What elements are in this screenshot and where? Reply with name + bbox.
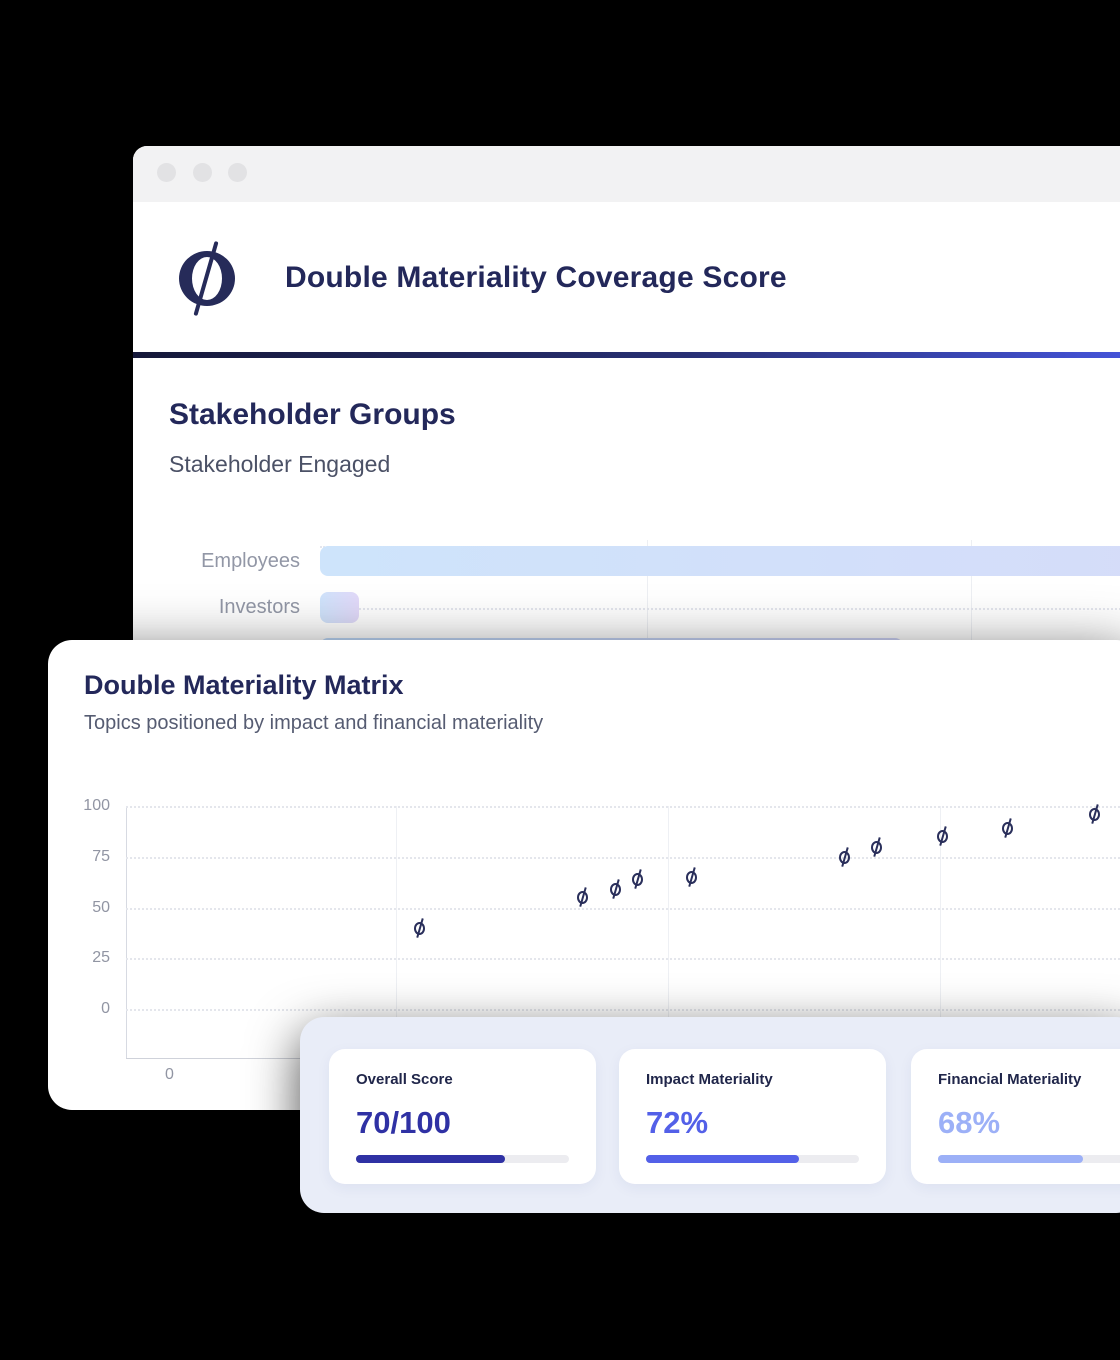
chart-gridline [126, 907, 1120, 910]
chart-gridline [971, 540, 972, 666]
y-axis-line [126, 806, 127, 1058]
progress-bar-track [646, 1155, 859, 1163]
scatter-point-o-slash-icon [1088, 804, 1101, 824]
chart-gridline [126, 958, 1120, 961]
bar [320, 546, 1120, 576]
scatter-point-o-slash-icon [838, 846, 851, 867]
scatter-point-o-slash-icon [1001, 818, 1014, 839]
scatter-point-o-slash-icon [631, 869, 644, 889]
chart-gridline [647, 540, 648, 666]
stat-value: 70/100 [356, 1105, 451, 1140]
chart-gridline [126, 806, 1120, 808]
y-tick-label: 75 [92, 847, 110, 865]
scatter-point-o-slash-icon [609, 879, 622, 900]
chart-gridline [320, 608, 1120, 610]
stat-value: 72% [646, 1105, 709, 1140]
stat-card: Impact Materiality 72% [619, 1049, 886, 1184]
progress-bar-track [938, 1155, 1120, 1163]
x-tick-label: 0 [165, 1066, 174, 1083]
chart-gridline [668, 806, 669, 1058]
stat-card: Overall Score 70/100 [329, 1049, 596, 1184]
scatter-point-o-slash-icon [576, 887, 589, 908]
y-tick-label: 25 [92, 949, 110, 967]
window-titlebar [133, 146, 1120, 202]
window-control-icon[interactable] [193, 163, 212, 182]
chart-gridline [126, 856, 1120, 859]
page-title: Double Materiality Coverage Score [285, 261, 787, 294]
progress-bar-fill [938, 1155, 1083, 1163]
scatter-point-o-slash-icon [870, 836, 883, 857]
section-subtitle: Stakeholder Engaged [169, 451, 391, 477]
browser-window: Double Materiality Coverage Score Stakeh… [133, 146, 1120, 668]
y-tick-label: 100 [83, 797, 110, 814]
y-tick-label: 50 [92, 898, 110, 916]
card-title: Double Materiality Matrix [84, 670, 404, 700]
progress-bar-fill [356, 1155, 506, 1163]
chart-gridline [396, 806, 397, 1058]
header-divider [133, 352, 1120, 358]
stat-card: Financial Materiality 68% [911, 1049, 1120, 1184]
y-tick-label: 0 [101, 1000, 110, 1017]
stat-value: 68% [938, 1105, 1001, 1140]
stat-label: Overall Score [356, 1071, 453, 1088]
bar-category-label: Employees [201, 550, 300, 572]
stat-label: Impact Materiality [646, 1071, 773, 1088]
scatter-point-o-slash-icon [413, 917, 426, 938]
window-control-icon[interactable] [157, 163, 176, 182]
bar-category-label: Investors [218, 596, 300, 618]
card-subtitle: Topics positioned by impact and financia… [84, 712, 544, 734]
scatter-point-o-slash-icon [936, 826, 949, 847]
scatter-point-o-slash-icon [685, 867, 698, 887]
section-title: Stakeholder Groups [169, 398, 456, 431]
chart-gridline [940, 806, 941, 1058]
chart-gridline [126, 1009, 1120, 1011]
score-stats-panel: Overall Score 70/100 Impact Materiality 72%… [300, 1017, 1120, 1213]
stat-label: Financial Materiality [938, 1071, 1082, 1088]
window-control-icon[interactable] [228, 163, 247, 182]
progress-bar-track [356, 1155, 569, 1163]
bar [320, 592, 359, 623]
progress-bar-fill [646, 1155, 800, 1163]
